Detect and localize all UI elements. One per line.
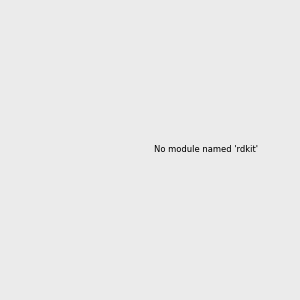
Text: No module named 'rdkit': No module named 'rdkit' bbox=[154, 145, 258, 154]
